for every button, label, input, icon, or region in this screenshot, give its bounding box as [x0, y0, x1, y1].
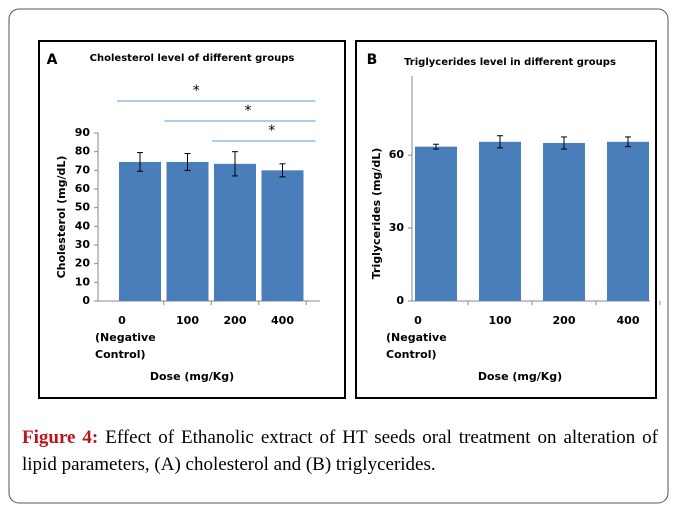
- y-tick-label: 50: [75, 201, 91, 214]
- x-tick-note: Control): [95, 348, 146, 361]
- x-axis-title: Dose (mg/Kg): [478, 370, 562, 383]
- y-tick-label: 0: [396, 294, 404, 307]
- x-tick-label: 100: [489, 314, 512, 327]
- caption-label: Figure 4:: [22, 427, 99, 448]
- y-tick-label: 30: [75, 238, 91, 251]
- x-tick-label: 400: [271, 314, 294, 327]
- x-tick-note: Control): [386, 348, 437, 361]
- panel-frame: [38, 40, 346, 399]
- y-tick-label: 40: [75, 219, 91, 232]
- x-tick-label: 200: [224, 314, 247, 327]
- y-tick-label: 0: [82, 294, 90, 307]
- y-tick-label: 20: [75, 257, 91, 270]
- panel-frame: [355, 40, 657, 399]
- x-tick-label: 100: [176, 314, 199, 327]
- x-tick-note: (Negative: [386, 331, 447, 344]
- significance-label: *: [245, 103, 252, 119]
- bar: [479, 141, 521, 301]
- y-tick-label: 90: [75, 126, 91, 139]
- bar: [543, 143, 585, 301]
- x-axis-title: Dose (mg/Kg): [150, 370, 234, 383]
- frame: [8, 8, 669, 504]
- bar: [119, 161, 161, 301]
- y-tick-label: 60: [389, 148, 405, 161]
- panel-label: A: [47, 52, 58, 68]
- caption: Figure 4: Effect of Ethanolic extract of…: [22, 424, 658, 478]
- y-axis-title: Triglycerides (mg/dL): [370, 148, 383, 279]
- panel-label: B: [367, 52, 378, 68]
- y-tick-label: 30: [389, 221, 405, 234]
- y-tick-label: 80: [75, 145, 91, 158]
- bar: [415, 146, 457, 301]
- x-tick-label: 0: [118, 314, 126, 327]
- bar: [166, 161, 209, 301]
- bar: [607, 141, 649, 301]
- bar: [261, 170, 304, 301]
- x-tick-label: 200: [553, 314, 576, 327]
- x-tick-note: (Negative: [95, 331, 156, 344]
- significance-label: *: [268, 123, 275, 139]
- y-tick-label: 70: [75, 163, 91, 176]
- chart-title: Triglycerides level in different groups: [404, 57, 616, 68]
- significance-label: *: [193, 83, 200, 99]
- x-tick-label: 0: [414, 314, 422, 327]
- bar: [214, 163, 256, 301]
- chart-title: Cholesterol level of different groups: [90, 53, 295, 64]
- y-axis-title: Cholesterol (mg/dL): [55, 156, 68, 279]
- y-tick-label: 10: [75, 275, 91, 288]
- caption-text: Effect of Ethanolic extract of HT seeds …: [22, 427, 658, 475]
- x-tick-label: 400: [617, 314, 640, 327]
- y-tick-label: 60: [75, 182, 91, 195]
